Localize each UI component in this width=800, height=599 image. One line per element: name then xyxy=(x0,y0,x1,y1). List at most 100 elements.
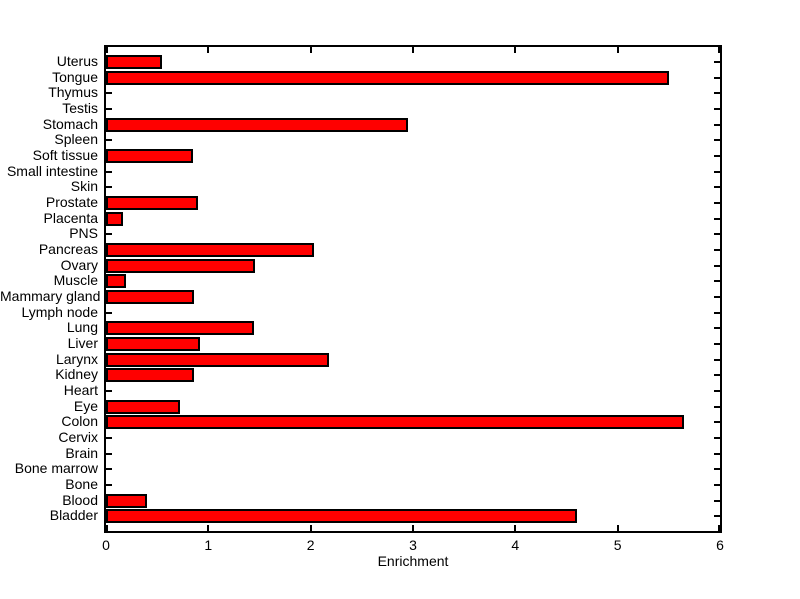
y-tick xyxy=(714,405,720,408)
bar xyxy=(106,195,199,210)
y-axis-tick-label: Soft tissue xyxy=(32,147,98,163)
y-axis-tick-label: Lung xyxy=(66,319,98,336)
y-tick xyxy=(714,264,720,267)
bar xyxy=(106,70,669,85)
y-axis-tick-label: Blood xyxy=(62,491,98,508)
y-axis-tick-label: Lymph node xyxy=(21,303,98,320)
x-axis-title: Enrichment xyxy=(377,553,449,569)
y-tick xyxy=(714,483,720,486)
y-tick xyxy=(106,389,112,392)
bar xyxy=(106,242,314,257)
y-axis-tick-label: Bone marrow xyxy=(14,460,98,477)
y-tick xyxy=(714,468,720,471)
plot-area xyxy=(104,45,722,533)
bar xyxy=(106,415,685,430)
y-axis-tick-label: Brain xyxy=(65,444,98,461)
x-tick xyxy=(412,47,414,53)
bar xyxy=(106,274,127,289)
bar xyxy=(106,321,255,336)
bar xyxy=(106,368,194,383)
bar xyxy=(106,289,194,304)
y-tick xyxy=(106,170,112,173)
y-axis-tick-label: Prostate xyxy=(45,194,98,210)
y-tick xyxy=(106,186,112,189)
y-tick xyxy=(714,342,720,345)
x-tick xyxy=(718,47,720,53)
y-axis-tick-label: Muscle xyxy=(53,272,98,289)
x-tick xyxy=(309,47,312,53)
y-tick xyxy=(714,76,720,79)
y-tick xyxy=(714,123,720,126)
y-tick xyxy=(714,436,720,439)
y-axis-tick-label: Ovary xyxy=(60,256,98,273)
x-axis-tick-labels: 0 1 2 3 4 5 6 xyxy=(102,537,724,553)
y-axis-tick-label: Cervix xyxy=(58,429,98,445)
y-tick xyxy=(714,186,720,189)
y-axis-tick-label: Stomach xyxy=(42,115,98,132)
y-tick xyxy=(106,107,112,110)
y-tick xyxy=(106,139,112,142)
y-tick xyxy=(714,107,720,110)
y-tick xyxy=(714,201,720,204)
x-tick xyxy=(106,525,108,531)
y-tick xyxy=(714,92,720,95)
bar xyxy=(106,258,256,273)
x-tick xyxy=(412,525,414,531)
x-tick xyxy=(514,525,517,531)
y-tick xyxy=(714,499,720,502)
bar xyxy=(106,493,147,508)
y-axis-tick-label: Uterus xyxy=(56,53,98,69)
y-tick xyxy=(714,217,720,220)
y-tick xyxy=(714,154,720,157)
y-tick xyxy=(714,233,720,236)
bar xyxy=(106,54,163,69)
y-tick xyxy=(106,436,112,439)
bar xyxy=(106,211,124,226)
y-axis-tick-label: Placenta xyxy=(43,209,98,226)
y-axis-tick-label: Colon xyxy=(61,413,98,430)
y-tick xyxy=(714,170,720,173)
y-axis-tick-label: Spleen xyxy=(54,131,98,148)
x-axis-tick-label: 5 xyxy=(613,537,622,553)
y-tick xyxy=(714,374,720,377)
y-tick xyxy=(106,311,112,314)
x-axis-tick-label: 1 xyxy=(204,537,213,553)
y-tick xyxy=(106,468,112,471)
x-axis-tick-label: 3 xyxy=(409,537,417,553)
x-tick xyxy=(106,47,108,53)
y-tick xyxy=(714,248,720,251)
y-tick xyxy=(106,233,112,236)
y-axis-tick-label: Tongue xyxy=(52,68,98,85)
y-tick xyxy=(106,92,112,95)
x-tick xyxy=(207,47,210,53)
y-tick xyxy=(714,295,720,298)
y-tick xyxy=(714,358,720,361)
y-axis-tick-label: Bone xyxy=(65,476,98,492)
bar xyxy=(106,352,330,367)
y-axis-tick-label: Larynx xyxy=(55,350,98,367)
y-axis-tick-label: Liver xyxy=(67,335,98,351)
y-tick xyxy=(714,327,720,330)
y-axis-tick-label: Eye xyxy=(73,397,98,414)
y-tick xyxy=(714,311,720,314)
x-tick xyxy=(207,525,210,531)
bar xyxy=(106,399,180,414)
y-axis-tick-label: Testis xyxy=(62,100,98,116)
y-axis-tick-label: Heart xyxy=(63,382,98,398)
y-axis-tick-label: Skin xyxy=(70,178,98,195)
y-tick xyxy=(714,515,720,518)
y-axis-tick-label: Mammary gland xyxy=(0,288,101,304)
x-axis-tick-label: 4 xyxy=(511,537,520,553)
y-axis-tick-label: Thymus xyxy=(48,84,98,101)
y-axis-tick-labels: Uterus Tongue Thymus Testis Stomach Spleen Sof… xyxy=(0,45,101,533)
y-axis-tick-label: PNS xyxy=(69,225,98,242)
bar xyxy=(106,148,193,163)
x-tick xyxy=(309,525,312,531)
x-tick xyxy=(718,525,720,531)
x-axis-tick-label: 2 xyxy=(306,537,315,553)
bar xyxy=(106,509,577,524)
y-tick xyxy=(714,280,720,283)
y-tick xyxy=(714,139,720,142)
y-tick xyxy=(714,60,720,63)
